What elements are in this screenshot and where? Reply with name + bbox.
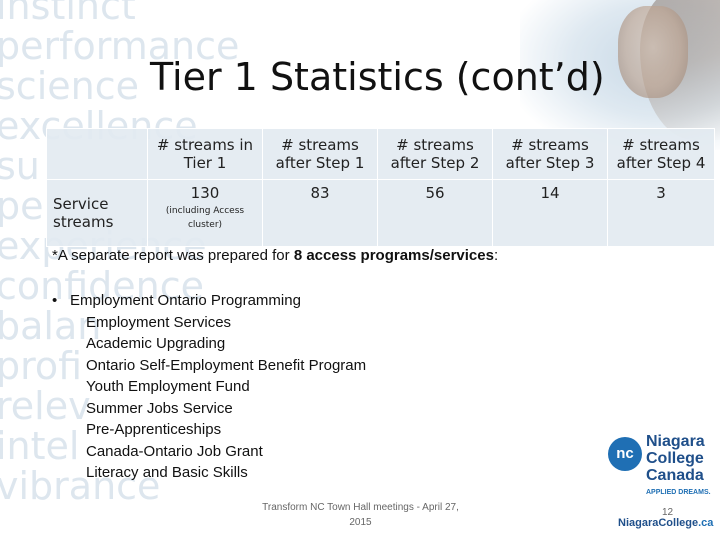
separate-report-note: *A separate report was prepared for 8 ac…: [52, 247, 498, 264]
program-list: • Employment Ontario Programming Employme…: [52, 290, 366, 484]
table-header-cell: # streams after Step 1: [262, 128, 378, 180]
list-heading: • Employment Ontario Programming: [52, 290, 366, 312]
footer-text: Transform NC Town Hall meetings - April …: [262, 502, 459, 528]
table-cell: 130 (including Access cluster): [147, 179, 263, 247]
list-item: Ontario Self-Employment Benefit Program: [86, 356, 367, 374]
header-photo: [520, 0, 720, 150]
list-item: Literacy and Basic Skills: [86, 464, 248, 481]
table-row: Service streams 130 (including Access cl…: [46, 179, 715, 247]
table-cell: 3: [607, 179, 715, 247]
table-header-row: # streams in Tier 1 # streams after Step…: [46, 128, 715, 180]
logo-name: Niagara College Canada: [646, 433, 705, 484]
note-suffix: :: [493, 247, 499, 264]
note-emphasis: 8 access programs/services: [293, 247, 494, 264]
logo-name-line: Canada: [646, 467, 704, 484]
photo-face-shape: [618, 6, 688, 98]
logo-url-domain: .ca: [698, 517, 714, 529]
watermark-word: instinct: [0, 0, 136, 28]
note-prefix: *A separate report was prepared for: [52, 247, 294, 264]
slide-title: Tier 1 Statistics (cont’d): [150, 55, 605, 99]
list-item: Summer Jobs Service: [86, 399, 233, 417]
table-cell: 56: [377, 179, 493, 247]
program-sublist: Employment Services Academic Upgrading O…: [52, 312, 366, 484]
logo-name-line: Niagara: [646, 433, 705, 450]
logo-url: NiagaraCollege.ca: [618, 517, 713, 529]
table-header-cell: # streams after Step 4: [607, 128, 715, 180]
list-item: Employment Services: [86, 313, 232, 331]
list-item: Academic Upgrading: [86, 335, 226, 352]
cell-footnote: (including Access cluster): [165, 206, 245, 230]
logo-name-line: College: [646, 450, 704, 467]
table-header-cell: # streams after Step 3: [492, 128, 608, 180]
row-label: Service streams: [46, 179, 148, 247]
table-cell: 83: [262, 179, 378, 247]
logo-url-name: NiagaraCollege: [618, 517, 699, 529]
list-heading-text: Employment Ontario Programming: [70, 292, 301, 309]
list-item: Youth Employment Fund: [86, 378, 250, 395]
table-cell: 14: [492, 179, 608, 247]
page-number: 12: [662, 507, 674, 518]
list-item: Pre-Apprenticeships: [86, 421, 222, 438]
list-item: Canada-Ontario Job Grant: [86, 442, 263, 460]
empty-header-cell: [46, 128, 148, 180]
table-header-cell: # streams in Tier 1: [147, 128, 263, 180]
table-header-cell: # streams after Step 2: [377, 128, 493, 180]
cell-value: 130: [190, 184, 220, 202]
niagara-college-logo: nc Niagara College Canada APPLIED DREAMS…: [608, 433, 716, 533]
bullet-icon: •: [52, 292, 58, 309]
statistics-table: # streams in Tier 1 # streams after Step…: [46, 128, 715, 247]
logo-tagline: APPLIED DREAMS.: [646, 489, 711, 496]
logo-mark-icon: nc: [608, 437, 642, 471]
